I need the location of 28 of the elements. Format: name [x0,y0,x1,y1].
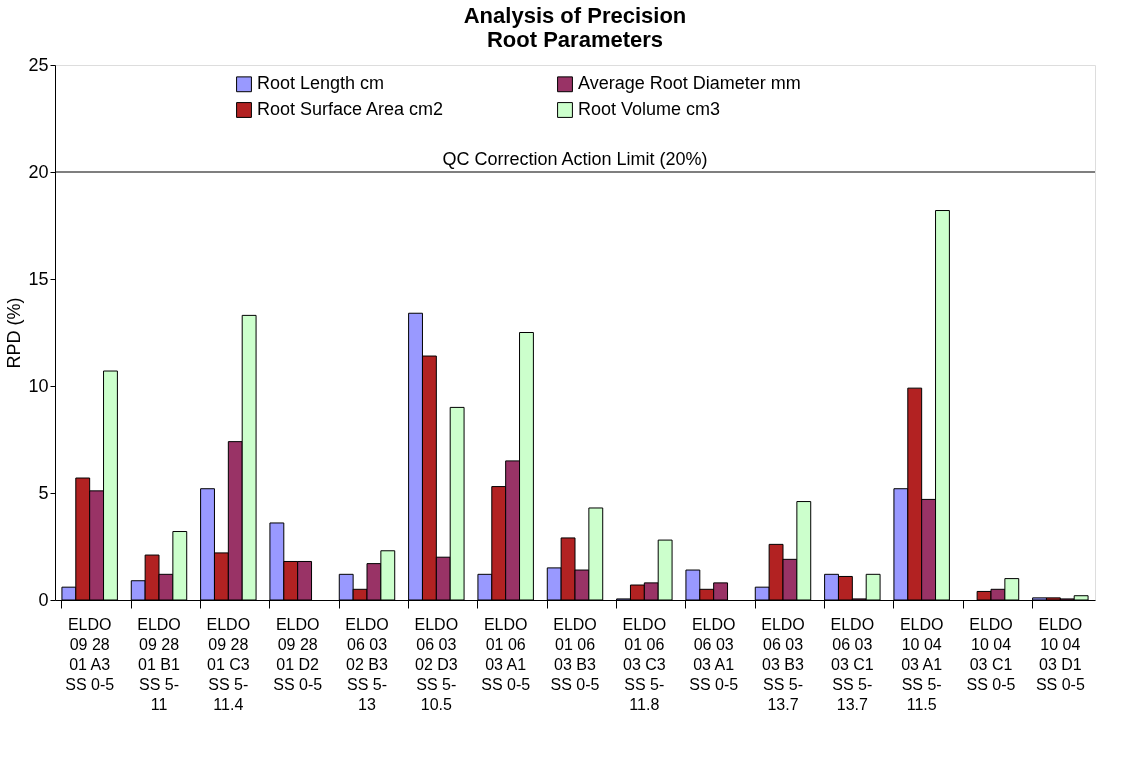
x-tick-label: ELDO 06 03 02 D3 SS 5- 10.5 [414,615,459,713]
legend-label: Root Volume cm3 [578,99,721,119]
y-tick-label: 10 [28,375,49,396]
y-tick-label: 15 [28,268,49,289]
y-tick-label: 0 [38,589,49,610]
x-tick-label: ELDO 06 03 03 B3 SS 5- 13.7 [761,615,805,713]
y-tick-label: 20 [28,161,49,182]
x-tick-label: ELDO 01 06 03 B3 SS 0-5 [550,615,600,693]
x-tick-label: ELDO 06 03 03 C1 SS 5- 13.7 [830,615,875,713]
y-tick-label: 25 [28,54,49,75]
x-tick-label: ELDO 06 03 03 A1 SS 0-5 [689,615,739,693]
x-tick-label: ELDO 10 04 03 A1 SS 5- 11.5 [899,615,944,713]
y-axis-title: RPD (%) [4,297,25,369]
x-tick-label: ELDO 01 06 03 C3 SS 5- 11.8 [622,615,667,713]
x-tick-label: ELDO 06 03 02 B3 SS 5- 13 [345,615,389,713]
x-tick-label: ELDO 09 28 01 A3 SS 0-5 [65,615,115,693]
chart-title: Analysis of Precision Root Parameters [463,3,687,52]
x-tick-label: ELDO 09 28 01 C3 SS 5- 11.4 [206,615,251,713]
legend-label: Root Surface Area cm2 [257,99,444,119]
legend-label: Average Root Diameter mm [578,73,801,94]
x-tick-label: ELDO 09 28 01 D2 SS 0-5 [273,615,323,693]
x-tick-label: ELDO 01 06 03 A1 SS 0-5 [481,615,531,693]
y-tick-label: 5 [38,482,49,503]
ref-line-label: QC Correction Action Limit (20%) [442,149,708,169]
x-tick-label: ELDO 09 28 01 B1 SS 5- 11 [137,615,181,713]
legend-label: Root Length cm [257,73,385,94]
x-tick-label: ELDO 10 04 03 D1 SS 0-5 [1035,615,1085,693]
x-tick-label: ELDO 10 04 03 C1 SS 0-5 [966,615,1016,693]
